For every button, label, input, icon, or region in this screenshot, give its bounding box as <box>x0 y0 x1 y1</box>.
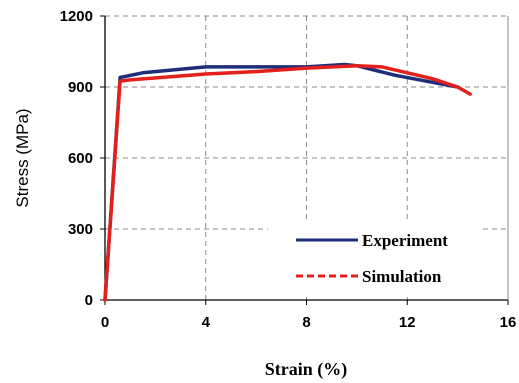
x-tick-labels: 0 4 8 12 16 <box>101 300 517 331</box>
x-tick-label: 12 <box>399 314 416 331</box>
y-tick-label: 300 <box>68 221 93 238</box>
y-tick-labels: 0 300 600 900 1200 <box>60 8 105 309</box>
legend-label-simulation: Simulation <box>362 267 442 286</box>
y-tick-label: 900 <box>68 79 93 96</box>
y-tick-label: 600 <box>68 150 93 167</box>
legend: Experiment Simulation <box>268 221 483 297</box>
x-axis-title: Strain (%) <box>265 359 348 380</box>
y-axis-title: Stress (MPa) <box>13 108 32 207</box>
y-tick-label: 1200 <box>60 8 93 25</box>
x-tick-label: 0 <box>101 314 109 331</box>
series-lines <box>103 62 472 302</box>
legend-label-experiment: Experiment <box>362 231 448 250</box>
x-tick-label: 16 <box>500 314 517 331</box>
x-tick-label: 8 <box>302 314 310 331</box>
y-tick-label: 0 <box>85 292 93 309</box>
legend-box <box>268 221 483 297</box>
series-line-simulation <box>103 63 472 302</box>
x-tick-label: 4 <box>202 314 211 331</box>
